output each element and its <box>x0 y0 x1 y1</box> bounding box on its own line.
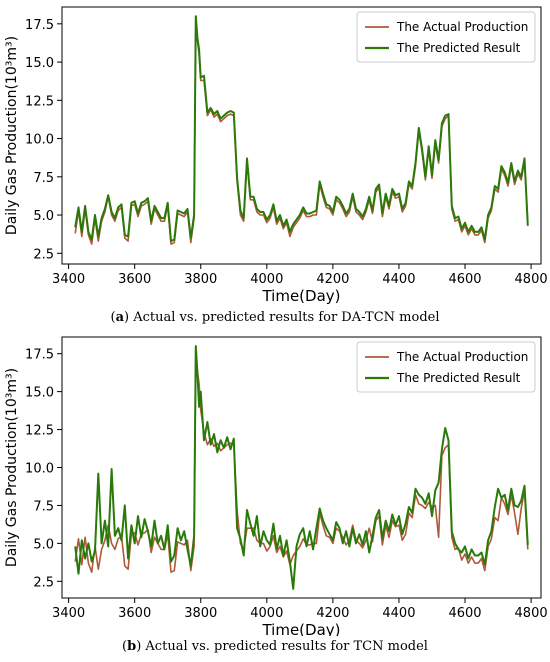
chart-a-y-tick-label: 5.0 <box>33 209 54 224</box>
chart-b-y-tick-label: 17.5 <box>25 348 54 363</box>
chart-b-y-tick-label: 7.5 <box>33 499 54 514</box>
chart-b-x-tick-label: 3600 <box>118 606 151 621</box>
chart-b-legend-entry: The Actual Production <box>396 350 528 364</box>
chart-b-legend-entry: The Predicted Result <box>396 371 521 385</box>
chart-b: 3400 3600 3800 4000 4200 4400 4600 4800 2.5 5.0 7.… <box>4 336 548 636</box>
chart-b-x-tick-label: 4000 <box>250 606 283 621</box>
chart-b-y-tick-label: 5.0 <box>33 537 54 552</box>
chart-a-x-axis-label: Time(Day) <box>261 287 340 305</box>
chart-b-x-axis-label: Time(Day) <box>261 621 340 636</box>
chart-b-legend <box>356 341 536 393</box>
chart-a-x-tick-label: 3400 <box>52 272 85 287</box>
chart-b-y-axis-label: Daily Gas Production(10³m³) <box>4 368 20 567</box>
chart-b-y-tick-label: 2.5 <box>33 575 54 590</box>
chart-b-y-tick-label: 10.0 <box>25 462 54 477</box>
chart-a-x-tick-label: 4200 <box>316 272 349 287</box>
chart-a-y-tick-label: 7.5 <box>33 171 54 186</box>
caption-a-letter: a <box>115 310 125 325</box>
chart-a-legend-entry: The Predicted Result <box>396 41 521 55</box>
chart-a-legend <box>356 11 536 63</box>
chart-b-x-tick-label: 4800 <box>515 606 548 621</box>
chart-b-x-tick-label: 4600 <box>448 606 481 621</box>
chart-b-x-tick-label: 4200 <box>316 606 349 621</box>
chart-a-y-tick-label: 15.0 <box>25 56 54 71</box>
chart-a-x-tick-label: 3600 <box>118 272 151 287</box>
chart-a-y-tick-label: 2.5 <box>33 247 54 262</box>
caption-b-letter: b <box>127 639 137 654</box>
chart-a-series-predicted <box>74 15 529 243</box>
caption-b-text: Actual vs. predicted results for TCN mod… <box>145 639 428 654</box>
chart-a-plot-frame <box>61 6 542 265</box>
chart-a-x-tick-label: 4800 <box>515 272 548 287</box>
chart-b-x-tick-label: 3400 <box>52 606 85 621</box>
chart-a-legend-entry: The Actual Production <box>396 20 528 34</box>
chart-a-y-tick-label: 17.5 <box>25 18 54 33</box>
caption-a-text: Actual vs. predicted results for DA-TCN … <box>133 310 440 325</box>
chart-a-y-axis-label: Daily Gas Production(10³m³) <box>4 36 20 235</box>
caption-a: (a) Actual vs. predicted results for DA-… <box>110 310 440 325</box>
chart-a-y-tick-label: 10.0 <box>25 133 54 148</box>
chart-b-x-tick-label: 4400 <box>382 606 415 621</box>
caption-b: (b) Actual vs. predicted results for TCN… <box>122 639 428 654</box>
chart-a-x-tick-label: 4000 <box>250 272 283 287</box>
chart-a-y-tick-label: 12.5 <box>25 94 54 109</box>
chart-a-x-tick-label: 3800 <box>184 272 217 287</box>
chart-b-series-predicted <box>74 345 529 590</box>
chart-b-y-tick-label: 15.0 <box>25 386 54 401</box>
chart-b-x-tick-label: 3800 <box>184 606 217 621</box>
chart-a: 3400 3600 3800 4000 4200 4400 4600 4800 2.5 5.0 7.… <box>4 6 548 305</box>
chart-b-y-tick-label: 12.5 <box>25 424 54 439</box>
chart-a-x-tick-label: 4600 <box>448 272 481 287</box>
chart-a-x-tick-label: 4400 <box>382 272 415 287</box>
